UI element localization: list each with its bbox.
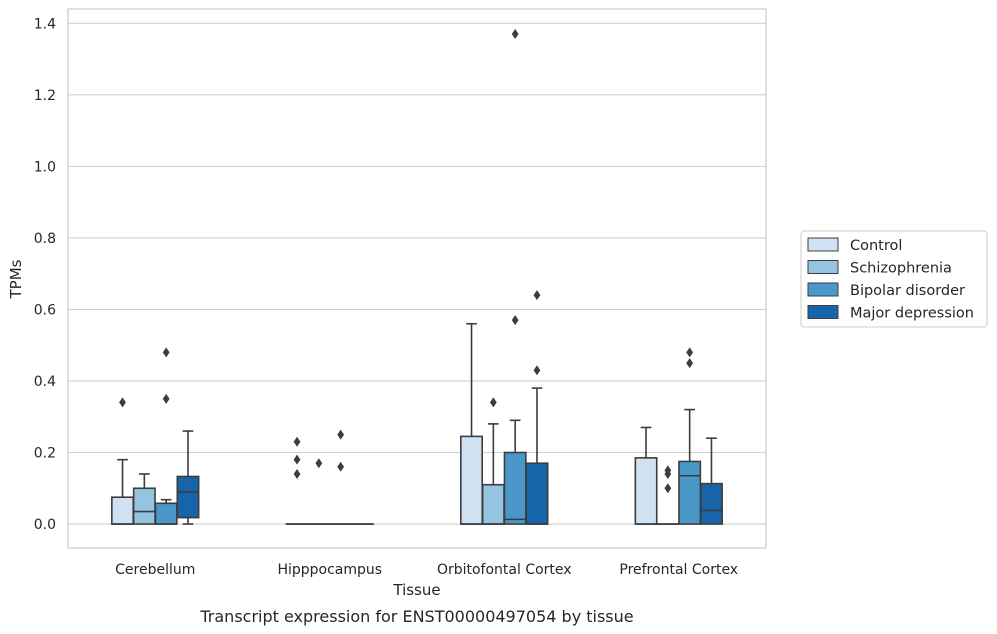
box-iqr [176, 475, 200, 519]
box-iqr [634, 457, 658, 525]
y-tick-label: 0.0 [34, 517, 56, 533]
outlier-point [511, 29, 519, 40]
outlier-point [664, 483, 672, 494]
box-schizophrenia [132, 473, 156, 525]
outlier-point [337, 461, 345, 472]
box-iqr [460, 435, 484, 525]
legend-swatch [807, 260, 839, 274]
x-tick-label: Orbitofontal Cortex [437, 562, 572, 578]
outlier-point [293, 436, 301, 447]
x-tick-labels: Cerebellum Hipppocampus Orbitofontal Corte… [115, 562, 738, 578]
outlier-point [293, 454, 301, 465]
y-axis-label: TPMs [7, 259, 25, 299]
box-series [111, 29, 723, 525]
box-iqr [132, 487, 156, 525]
outlier-point [664, 465, 672, 476]
y-tick-label: 0.8 [34, 231, 56, 247]
box-control [460, 322, 484, 525]
box-bipolar-disorder [154, 347, 178, 525]
x-tick-label: Hipppocampus [277, 562, 382, 578]
outlier-point [162, 347, 170, 358]
legend: Control Schizophrenia Bipolar disorder Majo… [800, 230, 988, 328]
grid-lines [68, 22, 766, 525]
x-axis-label: Tissue [392, 581, 440, 599]
outlier-point [686, 358, 694, 369]
outlier-point [315, 458, 323, 469]
outlier-point [489, 397, 497, 408]
y-tick-label: 0.6 [34, 302, 56, 318]
legend-swatch [807, 282, 839, 297]
box-iqr [111, 496, 135, 525]
legend-label: Control [850, 238, 902, 254]
box-control [634, 426, 658, 525]
outlier-point [162, 393, 170, 404]
x-tick-label: Cerebellum [115, 562, 195, 578]
plot-background [68, 9, 766, 548]
box-major-depression [525, 290, 549, 525]
outlier-point [533, 290, 541, 301]
legend-swatch [807, 305, 839, 319]
box-iqr [678, 460, 702, 525]
legend-label: Major depression [850, 306, 974, 322]
y-tick-label: 1.0 [34, 159, 56, 175]
y-tick-label: 0.4 [34, 374, 56, 390]
y-tick-label: 0.2 [34, 446, 56, 462]
legend-frame [800, 230, 988, 328]
box-iqr [481, 483, 505, 525]
x-tick-label: Prefrontal Cortex [619, 562, 738, 578]
legend-label: Bipolar disorder [850, 283, 965, 299]
legend-label: Schizophrenia [850, 261, 952, 277]
y-tick-labels: 0.0 0.2 0.4 0.6 0.8 1.0 1.2 1.4 [34, 16, 56, 533]
legend-swatch [807, 237, 839, 252]
box-iqr [503, 451, 527, 525]
box-major-depression [699, 437, 723, 525]
outlier-point [293, 468, 301, 479]
outlier-point [511, 315, 519, 326]
box-major-depression [176, 430, 200, 525]
box-iqr [154, 502, 178, 525]
outlier-point [686, 347, 694, 358]
y-tick-label: 1.4 [34, 16, 56, 32]
plot-frame [67, 8, 767, 549]
outlier-point [337, 429, 345, 440]
box-control [111, 397, 135, 525]
box-iqr [525, 462, 549, 525]
chart-caption: Transcript expression for ENST0000049705… [199, 607, 633, 626]
outlier-point [119, 397, 126, 408]
outlier-point [533, 365, 541, 376]
y-tick-label: 1.2 [34, 88, 56, 104]
box-iqr [699, 482, 723, 525]
